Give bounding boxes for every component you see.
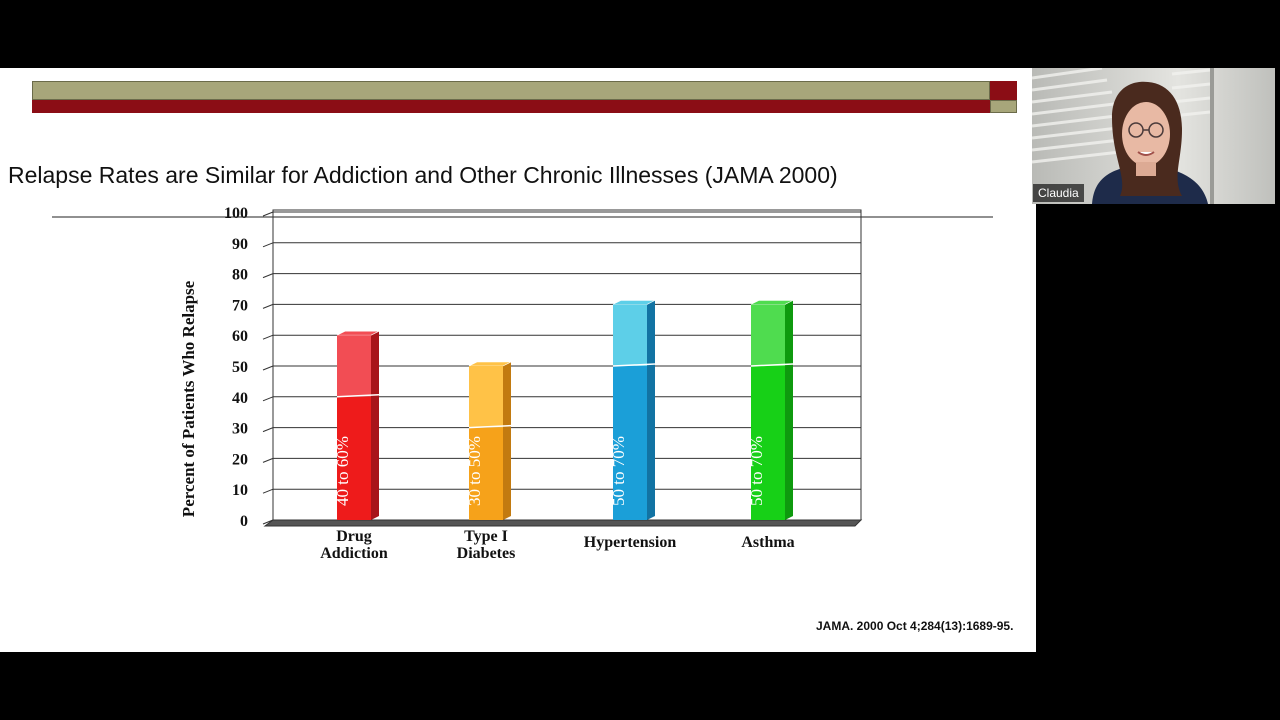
bar-asthma: 50 to 70% <box>747 300 794 520</box>
y-tick-mark <box>262 457 274 463</box>
y-tick-label: 40 <box>232 390 248 407</box>
bar-range-label: 50 to 70% <box>609 436 628 506</box>
x-category-label: Hypertension <box>584 534 677 551</box>
y-tick-label: 0 <box>240 513 248 530</box>
bar-cap <box>468 361 512 367</box>
bar-hypertension: 50 to 70% <box>609 300 656 520</box>
participant-video[interactable]: Claudia <box>1032 68 1275 204</box>
y-tick-label: 50 <box>232 359 248 376</box>
x-category-label: Addiction <box>320 545 388 562</box>
y-tick-label: 100 <box>224 205 248 222</box>
y-tick-mark <box>262 211 274 217</box>
bar-range-segment <box>613 304 647 366</box>
bar-divider <box>468 424 512 429</box>
y-tick-label: 70 <box>232 297 248 314</box>
bar-side <box>647 300 655 520</box>
x-category-label: Asthma <box>741 534 794 551</box>
y-tick-label: 60 <box>232 328 248 345</box>
bar-low-segment <box>337 396 371 520</box>
y-tick-mark <box>262 273 274 279</box>
bar-low-segment <box>469 427 503 520</box>
bar-divider <box>336 394 380 398</box>
bar-type-i-diabetes: 30 to 50% <box>465 361 512 520</box>
y-tick-label: 20 <box>232 451 248 468</box>
citation: JAMA. 2000 Oct 4;284(13):1689-95. <box>816 619 1014 633</box>
bar-divider <box>750 363 794 367</box>
y-tick-mark <box>262 334 274 340</box>
slide-header-bar <box>32 81 1017 113</box>
y-tick-label: 10 <box>232 482 248 499</box>
slide-title: Relapse Rates are Similar for Addiction … <box>8 162 838 188</box>
presentation-slide: Relapse Rates are Similar for Addiction … <box>0 68 1036 652</box>
chart-floor <box>263 519 863 527</box>
bar-side <box>371 331 379 520</box>
y-tick-mark <box>262 427 274 433</box>
bar-low-segment <box>751 366 785 520</box>
bar-range-segment <box>469 366 503 428</box>
y-axis-label: Percent of Patients Who Relapse <box>179 280 198 517</box>
x-category-label: Type I <box>464 528 508 545</box>
bar-range-segment <box>751 304 785 366</box>
bar-cap <box>336 330 380 336</box>
relapse-rate-chart: 0 10 20 30 40 50 60 70 80 90 100 40 to 60% 30 to 50… <box>52 205 993 562</box>
bar-cap <box>612 300 656 305</box>
y-tick-label: 30 <box>232 421 248 438</box>
bar-range-label: 50 to 70% <box>747 436 766 506</box>
bar-divider <box>612 363 656 367</box>
bar-side <box>785 300 793 520</box>
bar-drug-addiction: 40 to 60% <box>333 330 380 520</box>
x-category-label: Drug <box>336 528 372 545</box>
bar-range-segment <box>337 335 371 397</box>
bar-side <box>503 362 511 520</box>
y-tick-label: 90 <box>232 236 248 253</box>
y-tick-mark <box>262 303 274 309</box>
y-tick-mark <box>262 488 274 494</box>
video-feed-image <box>1032 68 1275 204</box>
bar-low-segment <box>613 366 647 520</box>
bar-range-label: 30 to 50% <box>465 436 484 506</box>
bar-cap <box>750 300 794 305</box>
y-tick-mark <box>262 242 274 248</box>
y-tick-mark <box>262 396 274 402</box>
y-tick-label: 80 <box>232 267 248 284</box>
bar-range-label: 40 to 60% <box>333 436 352 506</box>
participant-name: Claudia <box>1033 184 1084 202</box>
x-category-label: Diabetes <box>457 545 516 562</box>
y-tick-mark <box>262 365 274 371</box>
